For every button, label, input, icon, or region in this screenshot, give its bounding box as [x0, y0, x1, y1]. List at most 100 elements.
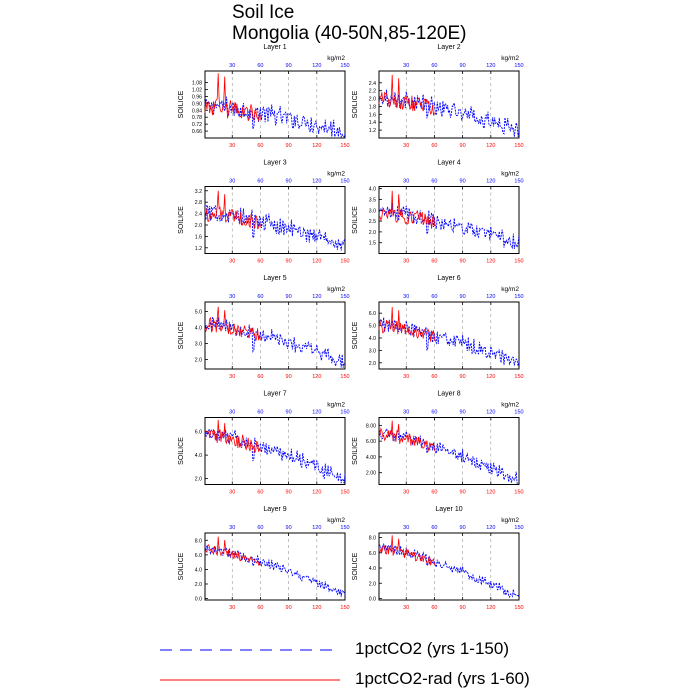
x-tick-label-top: 30: [229, 525, 235, 531]
x-tick-label-bottom: 30: [403, 374, 409, 380]
x-tick-label-bottom: 90: [460, 605, 466, 611]
panel-label: Layer 8: [437, 391, 460, 398]
panel-label: Layer 10: [435, 506, 462, 513]
chart-subtitle: Mongolia (40-50N,85-120E): [232, 23, 467, 44]
x-tick-label-bottom: 120: [312, 490, 321, 496]
y-tick-label: 1.08: [192, 81, 202, 87]
y-axis-label: SOILICE: [178, 206, 185, 234]
y-tick-label: 2.0: [369, 97, 376, 103]
x-tick-label-bottom: 90: [286, 605, 292, 611]
y-tick-label: 0.66: [192, 129, 202, 135]
x-tick-label-bottom: 30: [229, 605, 235, 611]
x-tick-label-bottom: 150: [514, 374, 523, 380]
plot-frame: [378, 417, 520, 485]
x-tick-label-top: 90: [460, 525, 466, 531]
x-tick-label-bottom: 30: [229, 490, 235, 496]
x-tick-label-bottom: 120: [312, 605, 321, 611]
x-tick-label-bottom: 120: [486, 143, 495, 149]
panel-label: Layer 9: [263, 506, 286, 513]
series-line-1pctCO2-rad: [378, 190, 435, 229]
top-axis-unit: kg/m2: [327, 55, 345, 62]
series-line-1pctCO2-rad: [204, 536, 261, 566]
y-tick-label: 8.00: [366, 423, 376, 429]
series-line-1pctCO2-rad: [204, 419, 261, 453]
legend-lines: [160, 649, 340, 681]
x-tick-label-bottom: 60: [431, 259, 437, 265]
x-tick-label-top: 60: [431, 63, 437, 69]
y-axis-label: SOILICE: [178, 552, 185, 580]
y-tick-label: 1.6: [195, 234, 202, 240]
series-line-1pctCO2-rad: [204, 73, 261, 122]
y-tick-label: 4.0: [195, 326, 202, 332]
x-tick-label-bottom: 90: [460, 143, 466, 149]
y-tick-label: 4.0: [369, 187, 376, 193]
x-tick-label-bottom: 90: [286, 143, 292, 149]
x-tick-label-bottom: 90: [460, 259, 466, 265]
plot-frame: [204, 417, 346, 485]
y-axis-label: SOILICE: [178, 90, 185, 118]
y-tick-label: 6.0: [195, 430, 202, 436]
x-tick-label-top: 30: [229, 294, 235, 300]
x-tick-label-bottom: 30: [403, 490, 409, 496]
y-tick-label: 2.0: [195, 223, 202, 229]
y-tick-label: 1.6: [369, 112, 376, 118]
y-tick-label: 1.8: [369, 104, 376, 110]
x-tick-label-bottom: 150: [514, 259, 523, 265]
y-tick-label: 0.0: [369, 596, 376, 602]
legend-label-series1: 1pctCO2 (yrs 1-150): [355, 639, 509, 658]
x-tick-label-top: 30: [229, 410, 235, 416]
y-axis-label: SOILICE: [352, 437, 359, 465]
x-tick-label-top: 30: [229, 179, 235, 185]
x-tick-label-bottom: 150: [514, 490, 523, 496]
y-tick-label: 8.0: [369, 536, 376, 542]
x-tick-label-bottom: 120: [312, 374, 321, 380]
x-tick-label-top: 30: [403, 179, 409, 185]
y-tick-label: 6.0: [369, 311, 376, 317]
x-tick-label-top: 150: [514, 294, 523, 300]
x-tick-label-top: 150: [340, 179, 349, 185]
legend-label-series2: 1pctCO2-rad (yrs 1-60): [355, 669, 530, 688]
series-line-1pctCO2: [378, 427, 520, 484]
top-axis-unit: kg/m2: [327, 286, 345, 293]
x-tick-label-top: 150: [340, 525, 349, 531]
x-tick-label-bottom: 60: [431, 490, 437, 496]
y-tick-label: 1.4: [369, 120, 376, 126]
x-tick-label-top: 120: [486, 294, 495, 300]
x-tick-label-top: 90: [286, 179, 292, 185]
x-tick-label-top: 30: [403, 63, 409, 69]
x-tick-label-top: 90: [460, 63, 466, 69]
plot-frame: [204, 532, 346, 601]
y-tick-label: 1.5: [369, 241, 376, 247]
x-tick-label-bottom: 90: [286, 259, 292, 265]
x-tick-label-top: 90: [286, 410, 292, 416]
x-tick-label-top: 120: [486, 63, 495, 69]
x-tick-label-bottom: 120: [486, 259, 495, 265]
y-tick-label: 1.02: [192, 87, 202, 93]
x-tick-label-top: 90: [286, 294, 292, 300]
x-tick-label-top: 30: [229, 63, 235, 69]
plot-frame: [378, 186, 520, 254]
y-tick-label: 4.0: [195, 453, 202, 459]
x-tick-label-top: 90: [286, 525, 292, 531]
x-tick-label-top: 30: [403, 525, 409, 531]
y-tick-label: 2.0: [195, 357, 202, 363]
title-block: Soil Ice Mongolia (40-50N,85-120E): [232, 2, 466, 44]
panel-label: Layer 2: [437, 44, 460, 51]
y-axis-label: SOILICE: [178, 321, 185, 349]
top-axis-unit: kg/m2: [327, 402, 345, 409]
x-tick-label-bottom: 90: [460, 374, 466, 380]
x-tick-label-top: 120: [312, 63, 321, 69]
x-tick-label-top: 150: [514, 63, 523, 69]
y-tick-label: 2.8: [195, 200, 202, 206]
y-tick-label: 4.0: [195, 567, 202, 573]
panel-label: Layer 6: [437, 275, 460, 282]
y-tick-label: 6.00: [366, 439, 376, 445]
series-line-1pctCO2-rad: [378, 74, 435, 116]
series-line-1pctCO2-rad: [204, 190, 261, 230]
y-tick-label: 3.0: [369, 208, 376, 214]
series-line-1pctCO2: [378, 89, 520, 137]
x-tick-label-bottom: 60: [257, 605, 263, 611]
y-tick-label: 4.00: [366, 455, 376, 461]
y-tick-label: 0.96: [192, 94, 202, 100]
series-line-1pctCO2: [378, 542, 520, 599]
